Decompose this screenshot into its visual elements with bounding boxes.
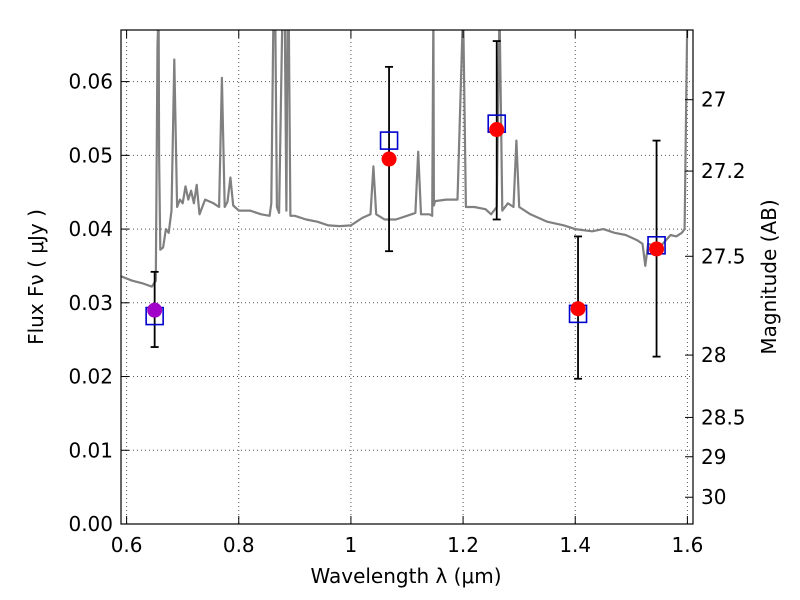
y-axis-title: Flux Fν ( μJy ) [24, 209, 48, 345]
mag-tick-label: 28 [701, 343, 726, 367]
mag-tick-label: 28.5 [701, 405, 746, 429]
observed-marker-band-5 [649, 241, 665, 257]
x-tick-label: 0.8 [223, 533, 255, 557]
x-tick-label: 1 [345, 533, 358, 557]
x-tick-label: 1.4 [559, 533, 591, 557]
observed-marker-band-4 [570, 301, 586, 317]
spectrum-line [121, 30, 689, 288]
model-marker-band-2 [379, 131, 399, 150]
x-tick-label: 0.6 [111, 533, 143, 557]
y-tick-label: 0.06 [68, 70, 113, 94]
y-tick-label: 0.00 [68, 512, 113, 536]
y-tick-label: 0.02 [68, 365, 113, 389]
observed-marker-band-3 [489, 122, 505, 138]
x-tick-label: 1.6 [671, 533, 703, 557]
errorbars [150, 40, 661, 380]
grid-lines [121, 30, 693, 525]
plot-frame [120, 29, 694, 525]
observed-marker-band-2 [381, 151, 397, 167]
y-tick-label: 0.05 [68, 143, 113, 167]
mag-tick-label: 27 [701, 88, 726, 112]
observed-markers [147, 122, 665, 318]
y-tick-label: 0.01 [68, 438, 113, 462]
x-axis-title: Wavelength λ (μm) [310, 564, 501, 588]
spectrum-series [121, 30, 689, 288]
mag-tick-label: 27.2 [701, 159, 746, 183]
x-tick-label: 1.2 [447, 533, 479, 557]
mag-tick-label: 27.5 [701, 244, 746, 268]
y2-axis-title: Magnitude (AB) [757, 199, 781, 354]
axis-ticks: 0.6 0.8 1 1.2 1.4 1.6 0.00 0.01 0.02 0.03 0.04 0.05… [68, 30, 746, 557]
y-tick-label: 0.04 [68, 217, 113, 241]
y-tick-label: 0.03 [68, 291, 113, 315]
mag-tick-label: 29 [701, 445, 726, 469]
mag-tick-label: 30 [701, 485, 726, 509]
observed-marker-band-1 [147, 302, 163, 318]
